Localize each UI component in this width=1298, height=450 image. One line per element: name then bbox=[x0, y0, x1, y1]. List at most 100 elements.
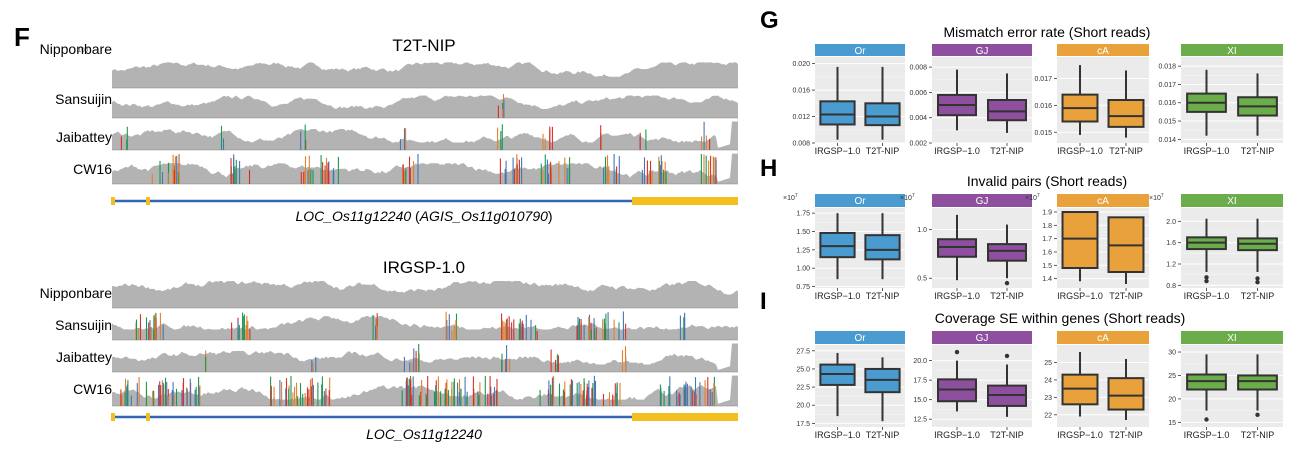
y-tick-label: 0.004 bbox=[909, 115, 927, 122]
box bbox=[1237, 218, 1278, 272]
y-tick-label: 0.75 bbox=[796, 284, 810, 291]
x-tick-label: T2T-NIP bbox=[1241, 291, 1275, 301]
coverage-track bbox=[112, 311, 738, 341]
box-iqr bbox=[987, 243, 1027, 262]
track-title-irgsp: IRGSP-1.0 bbox=[383, 258, 465, 277]
y-tick-label: 15 bbox=[1168, 420, 1176, 427]
facet-xi: XI 15 20 25 30 IRGSP−1.0 T2T-NIP bbox=[1168, 331, 1283, 440]
facet-strip bbox=[932, 194, 1032, 207]
y-tick-label: 27.5 bbox=[796, 348, 810, 355]
y-exponent: 7 bbox=[1037, 193, 1040, 199]
y-tick-label: 1.4 bbox=[1042, 276, 1052, 283]
gene-alias: AGIS_Os11g010790 bbox=[419, 208, 548, 224]
y-tick-label: 1.0 bbox=[917, 227, 927, 234]
y-tick-label: 20.0 bbox=[796, 403, 810, 410]
y-tick-label: 1.50 bbox=[796, 229, 810, 236]
y-tick-label: 0.016 bbox=[1034, 103, 1052, 110]
box bbox=[937, 360, 977, 412]
facet-xi: XI 0.8 1.2 1.6 2.0 ×107 IRGSP−1.0 T2T-NIP bbox=[1149, 193, 1283, 301]
box-iqr bbox=[1107, 377, 1145, 411]
y-tick-label: 17.5 bbox=[796, 421, 810, 428]
y-tick-label: 0.012 bbox=[792, 114, 810, 121]
x-tick-label: IRGSP−1.0 bbox=[934, 146, 980, 156]
y-tick-label: 0.006 bbox=[909, 90, 927, 97]
boxplot-panel-h: H Invalid pairs (Short reads) Or 0.75 1.00 1.… bbox=[760, 155, 1283, 301]
exon bbox=[111, 413, 115, 421]
facet-ca: cA 22 23 24 25 IRGSP−1.0 T2T-NIP bbox=[1044, 331, 1149, 440]
gene-model-irgsp bbox=[111, 413, 738, 421]
sample-label-sansuijin: Sansuijin bbox=[55, 317, 112, 333]
y-tick-label: 1.9 bbox=[1042, 210, 1052, 217]
y-tick-label: 24 bbox=[1044, 377, 1052, 384]
facet-or: Or 0.008 0.012 0.016 0.020 IRGSP−1.0 T2T-NIP bbox=[792, 44, 905, 156]
y-tick-label: 0.008 bbox=[792, 141, 810, 148]
y-tick-label: 0.017 bbox=[1034, 76, 1052, 83]
x-tick-label: T2T-NIP bbox=[866, 291, 900, 301]
x-tick-label: T2T-NIP bbox=[990, 430, 1024, 440]
box bbox=[864, 213, 901, 280]
facet-strip-label: Or bbox=[854, 333, 866, 344]
box-iqr bbox=[819, 231, 856, 259]
coverage-track bbox=[112, 62, 738, 89]
facet-strip bbox=[815, 44, 905, 56]
facet-strip bbox=[932, 44, 1032, 56]
boxplot-panels: G Mismatch error rate (Short reads) Or 0.00… bbox=[760, 7, 1283, 440]
y-tick-label: 0.016 bbox=[1158, 100, 1176, 107]
coverage-area bbox=[112, 316, 738, 340]
y-tick-label: 0.008 bbox=[909, 65, 927, 72]
y-tick-label: 15.0 bbox=[913, 397, 927, 404]
facet-strip-label: XI bbox=[1227, 333, 1236, 344]
x-tick-label: IRGSP−1.0 bbox=[1184, 291, 1230, 301]
coverage-track bbox=[112, 343, 738, 373]
y-tick-label: 0.015 bbox=[1034, 130, 1052, 137]
x-tick-label: IRGSP−1.0 bbox=[1057, 291, 1103, 301]
x-tick-label: IRGSP−1.0 bbox=[1184, 146, 1230, 156]
coverage-area bbox=[112, 95, 738, 118]
coverage-area bbox=[112, 343, 738, 372]
boxplot-panel-i: I Coverage SE within genes (Short reads) O… bbox=[760, 288, 1283, 440]
box bbox=[819, 352, 856, 417]
y-tick-label: 25.0 bbox=[796, 366, 810, 373]
facet-strip-label: GJ bbox=[976, 196, 989, 207]
y-tick-label: 1.7 bbox=[1042, 236, 1052, 243]
plot-background bbox=[815, 57, 905, 143]
outlier-point bbox=[1004, 353, 1010, 359]
y-exponent-label: ×107 bbox=[783, 193, 798, 202]
coverage-track bbox=[112, 121, 738, 151]
box bbox=[1237, 73, 1278, 136]
y-tick-label: 12.5 bbox=[913, 417, 927, 424]
coverage-track bbox=[112, 375, 738, 407]
facet-strip-label: Or bbox=[854, 46, 866, 57]
panel-letter: G bbox=[760, 7, 779, 34]
box bbox=[1107, 70, 1145, 138]
box-iqr bbox=[864, 102, 901, 127]
facet-strip bbox=[1181, 194, 1283, 207]
y-tick-label: 0.8 bbox=[1166, 283, 1176, 290]
y-tick-label: 1.75 bbox=[796, 211, 810, 218]
facet-strip-label: cA bbox=[1097, 196, 1109, 207]
box bbox=[1061, 211, 1099, 282]
facet-strip bbox=[1181, 331, 1283, 344]
sample-label-sansuijin: Sansuijin bbox=[55, 91, 112, 107]
outlier-point bbox=[1255, 279, 1260, 285]
track-ymax-label: 100 bbox=[78, 48, 89, 54]
outlier-point bbox=[1204, 278, 1209, 284]
facet-strip-label: XI bbox=[1227, 196, 1236, 207]
coverage-tracks-t2t bbox=[112, 62, 738, 185]
x-tick-label: T2T-NIP bbox=[1241, 146, 1275, 156]
box bbox=[819, 213, 856, 280]
facet-gj: GJ 0.5 1.0 ×107 IRGSP−1.0 T2T-NIP bbox=[900, 193, 1032, 301]
box bbox=[819, 66, 856, 140]
y-tick-label: 20 bbox=[1168, 396, 1176, 403]
y-tick-label: 0.015 bbox=[1158, 119, 1176, 126]
y-tick-label: 1.8 bbox=[1042, 223, 1052, 230]
coverage-area bbox=[112, 153, 738, 184]
y-tick-label: 25 bbox=[1044, 360, 1052, 367]
y-tick-label: 0.002 bbox=[909, 141, 927, 148]
y-tick-label: 17.5 bbox=[913, 378, 927, 385]
y-exponent-label: ×107 bbox=[1025, 193, 1040, 202]
outlier-point bbox=[1204, 275, 1209, 280]
y-exponent: 7 bbox=[1161, 193, 1164, 199]
outlier-point bbox=[1204, 417, 1209, 422]
box bbox=[987, 364, 1027, 417]
